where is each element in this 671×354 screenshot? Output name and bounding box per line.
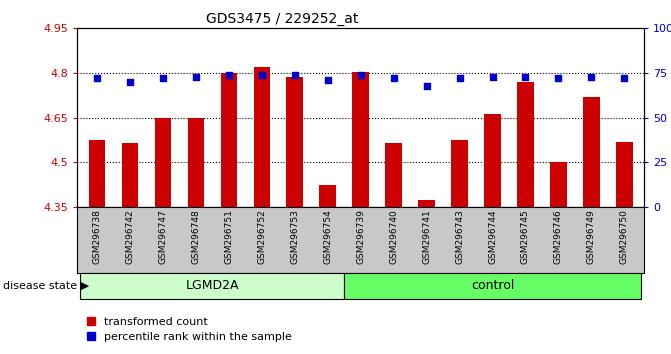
Bar (154, 118, 171, 207)
Point (223, 72, 234, 78)
FancyBboxPatch shape (344, 273, 641, 299)
Bar (616, 142, 633, 207)
Point (158, 75, 168, 81)
Bar (89, 140, 105, 207)
Point (487, 74, 498, 79)
Point (520, 74, 531, 79)
Text: LGMD2A: LGMD2A (186, 279, 239, 292)
Point (356, 72, 366, 78)
Text: GSM296740: GSM296740 (389, 209, 398, 264)
Bar (385, 143, 402, 207)
Point (191, 74, 201, 79)
Bar (352, 72, 369, 207)
Text: GSM296753: GSM296753 (291, 209, 299, 264)
Bar (517, 82, 533, 207)
Bar (550, 162, 567, 207)
Text: GSM296745: GSM296745 (521, 209, 530, 264)
Text: GSM296738: GSM296738 (93, 209, 101, 264)
Text: GSM296754: GSM296754 (323, 209, 332, 264)
Point (553, 75, 564, 81)
Text: GSM296750: GSM296750 (620, 209, 629, 264)
Legend: transformed count, percentile rank within the sample: transformed count, percentile rank withi… (83, 312, 296, 347)
Text: disease state ▶: disease state ▶ (3, 281, 89, 291)
Point (322, 77, 333, 83)
Point (586, 74, 597, 79)
Text: GSM296744: GSM296744 (488, 209, 497, 264)
Bar (583, 97, 600, 207)
Point (125, 79, 136, 85)
FancyBboxPatch shape (81, 273, 344, 299)
Point (389, 75, 399, 81)
Text: GSM296746: GSM296746 (554, 209, 563, 264)
Text: control: control (471, 279, 514, 292)
Text: GSM296742: GSM296742 (125, 209, 134, 264)
Point (289, 72, 300, 78)
Text: GSM296751: GSM296751 (224, 209, 234, 264)
Text: GDS3475 / 229252_at: GDS3475 / 229252_at (205, 12, 358, 27)
Point (454, 75, 465, 81)
Text: GSM296747: GSM296747 (158, 209, 167, 264)
Text: GSM296743: GSM296743 (455, 209, 464, 264)
Text: GSM296741: GSM296741 (422, 209, 431, 264)
Bar (254, 67, 270, 207)
Point (421, 83, 432, 88)
Bar (452, 140, 468, 207)
Text: GSM296752: GSM296752 (257, 209, 266, 264)
Text: GSM296739: GSM296739 (356, 209, 365, 264)
Bar (484, 114, 501, 207)
Bar (418, 200, 435, 207)
Text: GSM296748: GSM296748 (191, 209, 201, 264)
Text: GSM296749: GSM296749 (587, 209, 596, 264)
Point (91, 75, 102, 81)
Bar (287, 77, 303, 207)
Point (619, 75, 630, 81)
Bar (221, 73, 237, 207)
Bar (188, 118, 204, 207)
Point (256, 72, 267, 78)
Bar (121, 143, 138, 207)
Bar (319, 185, 336, 207)
